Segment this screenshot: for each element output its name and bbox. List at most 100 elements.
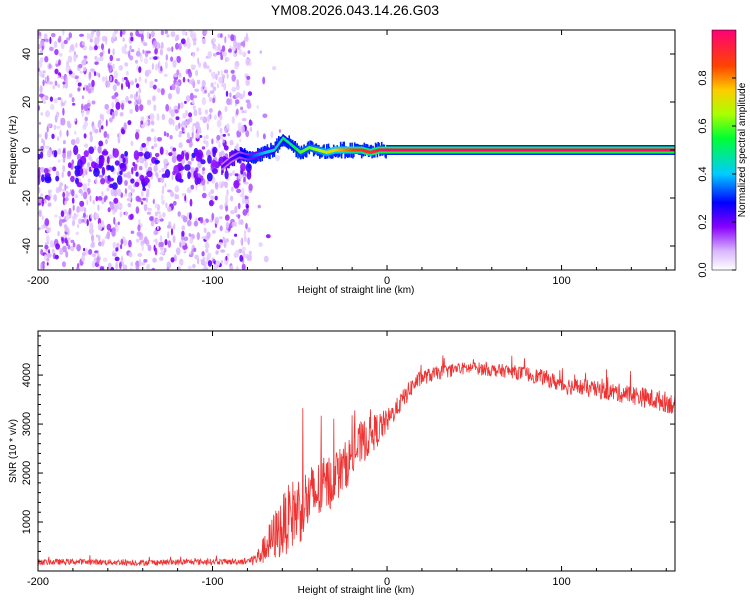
noise-speck xyxy=(230,34,235,42)
carrier-core xyxy=(404,148,407,152)
carrier-core xyxy=(637,148,640,152)
noise-speck xyxy=(212,229,216,234)
noise-speck xyxy=(170,257,175,263)
carrier-core xyxy=(334,148,337,152)
noise-speck xyxy=(90,213,93,219)
y-tick-label: 40 xyxy=(21,48,33,60)
noise-speck xyxy=(240,237,243,246)
carrier-core xyxy=(658,148,660,152)
noise-speck xyxy=(51,133,55,139)
noise-speck xyxy=(220,69,223,77)
noise-blob xyxy=(130,178,135,184)
noise-speck xyxy=(218,142,221,149)
noise-speck xyxy=(135,83,140,89)
noise-speck xyxy=(91,260,96,268)
noise-speck xyxy=(170,228,174,236)
carrier-core xyxy=(254,153,256,157)
noise-speck xyxy=(137,253,143,257)
noise-blob xyxy=(245,163,252,173)
carrier-core xyxy=(394,148,397,152)
carrier-core xyxy=(438,148,441,152)
noise-speck xyxy=(101,191,104,197)
noise-speck xyxy=(227,133,230,137)
noise-speck xyxy=(111,111,115,120)
noise-speck xyxy=(67,150,70,158)
noise-speck xyxy=(119,30,123,38)
noise-speck xyxy=(119,112,124,117)
noise-speck xyxy=(201,146,206,150)
noise-speck xyxy=(142,197,147,201)
noise-blob xyxy=(73,145,79,156)
noise-speck xyxy=(214,216,220,225)
noise-speck xyxy=(112,84,117,92)
noise-blob xyxy=(212,168,218,175)
noise-speck xyxy=(236,143,239,148)
noise-speck xyxy=(186,187,192,194)
noise-speck xyxy=(62,30,65,36)
carrier-core xyxy=(263,151,265,155)
noise-speck xyxy=(143,57,149,64)
noise-blob xyxy=(141,178,146,186)
noise-speck xyxy=(88,248,93,255)
noise-speck xyxy=(230,69,235,74)
carrier-core xyxy=(651,148,653,152)
noise-speck xyxy=(232,170,236,175)
carrier-core xyxy=(379,148,381,152)
noise-speck xyxy=(79,200,85,207)
noise-blob xyxy=(211,159,217,167)
noise-speck xyxy=(138,66,142,73)
noise-speck xyxy=(59,247,64,256)
noise-speck xyxy=(86,162,91,168)
carrier-core xyxy=(515,148,517,152)
noise-speck xyxy=(240,193,245,198)
noise-speck xyxy=(234,99,240,105)
noise-speck xyxy=(170,109,174,117)
noise-speck xyxy=(181,225,186,231)
noise-speck xyxy=(152,95,156,102)
noise-speck xyxy=(147,207,153,211)
noise-speck xyxy=(97,45,101,49)
carrier-core xyxy=(365,149,367,153)
carrier-core xyxy=(544,148,546,152)
noise-blob xyxy=(179,165,185,171)
noise-speck xyxy=(167,231,170,239)
noise-speck xyxy=(41,73,45,78)
carrier-core xyxy=(317,148,319,152)
carrier-core xyxy=(451,148,454,152)
noise-blob xyxy=(134,181,140,187)
carrier-core xyxy=(627,148,629,152)
carrier-core xyxy=(611,148,613,152)
noise-speck xyxy=(48,64,52,69)
carrier-core xyxy=(409,148,412,152)
carrier-core xyxy=(581,148,584,152)
noise-speck xyxy=(167,240,172,248)
noise-speck xyxy=(249,126,253,132)
noise-speck xyxy=(144,161,148,169)
carrier-core xyxy=(455,148,457,152)
noise-speck xyxy=(112,253,117,257)
carrier-core xyxy=(325,150,327,154)
noise-blob xyxy=(70,175,75,183)
carrier-core xyxy=(298,149,300,153)
noise-speck xyxy=(127,184,133,190)
carrier-core xyxy=(657,148,660,152)
noise-speck xyxy=(175,42,179,50)
noise-speck xyxy=(237,214,240,219)
noise-speck xyxy=(207,114,210,123)
noise-speck xyxy=(135,30,140,37)
noise-speck xyxy=(161,167,165,173)
noise-speck xyxy=(170,31,176,38)
noise-speck xyxy=(223,69,229,74)
noise-speck xyxy=(124,62,129,67)
y-tick-label: 4000 xyxy=(21,363,33,387)
noise-speck xyxy=(83,133,87,139)
noise-speck xyxy=(177,102,180,111)
noise-speck xyxy=(69,46,74,50)
carrier-core xyxy=(513,148,516,152)
noise-speck xyxy=(83,191,88,200)
noise-speck xyxy=(150,120,155,126)
noise-speck xyxy=(54,97,58,104)
carrier-core xyxy=(575,148,578,152)
carrier-core xyxy=(417,148,420,152)
noise-speck xyxy=(246,205,249,209)
